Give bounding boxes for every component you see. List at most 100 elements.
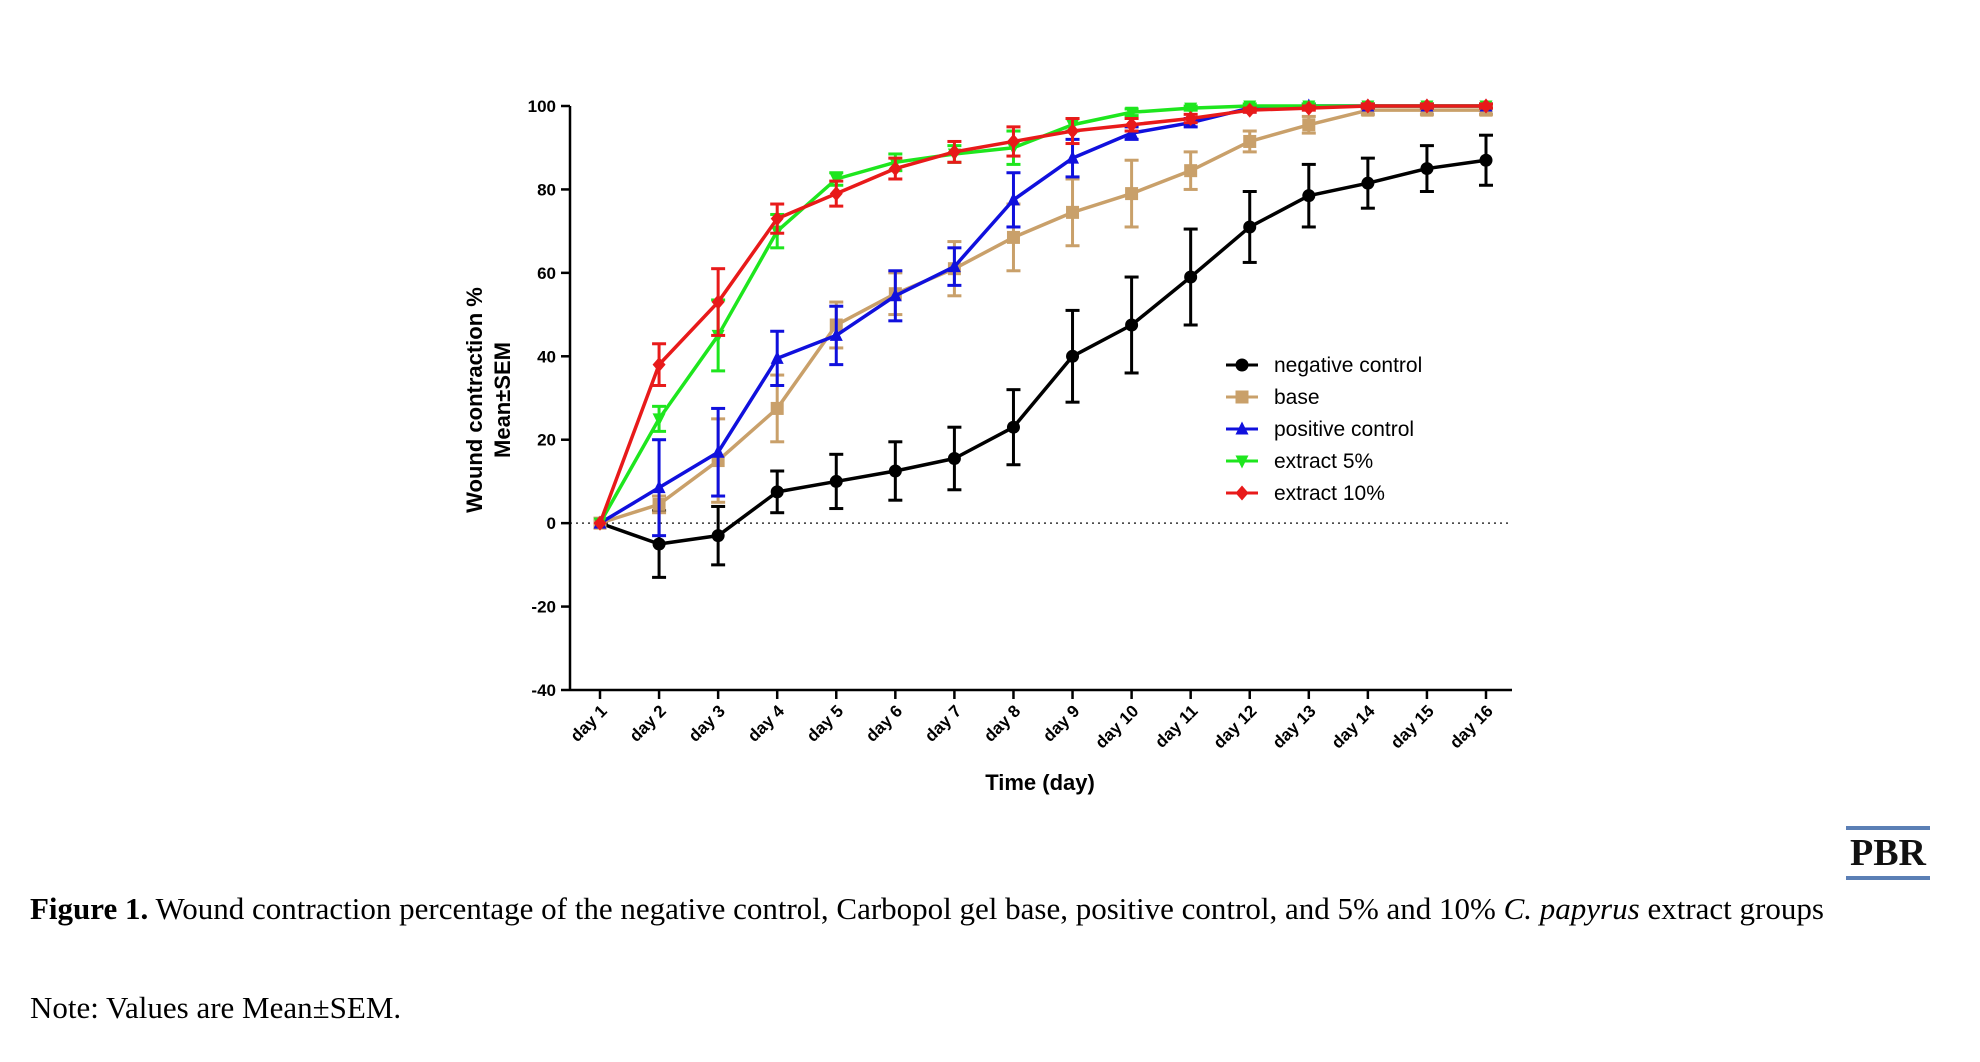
figure-caption: Figure 1. Wound contraction percentage o…	[30, 886, 1930, 931]
data-point	[1066, 150, 1080, 164]
data-point	[1125, 117, 1139, 133]
y-tick-label: -40	[531, 681, 556, 700]
x-tick-label: day 1	[567, 701, 611, 745]
legend-marker	[1235, 485, 1249, 501]
y-tick-label: 80	[537, 180, 556, 199]
data-point	[770, 485, 784, 499]
data-point	[947, 259, 961, 273]
data-point	[1066, 205, 1080, 219]
caption-text: Wound contraction percentage of the nega…	[148, 891, 1504, 926]
series-negative-control	[593, 133, 1493, 579]
x-tick-label: day 8	[980, 701, 1024, 745]
data-point	[947, 144, 961, 160]
wound-contraction-chart: -40 -20 0 20 40 60 80 100 day 1 day 2 day 3 day 4 da…	[462, 97, 1512, 795]
x-tick-label: day 5	[803, 701, 847, 745]
x-tick-label: day 2	[626, 701, 670, 745]
data-point	[1361, 176, 1375, 190]
data-point	[770, 401, 784, 415]
data-point	[1066, 123, 1080, 139]
legend-label: extract 10%	[1274, 482, 1385, 505]
data-point	[1243, 134, 1257, 148]
y-axis-title: Wound contraction % Mean±SEM	[462, 287, 515, 513]
data-point	[593, 515, 607, 531]
x-tick-label: day 11	[1151, 701, 1201, 751]
figure-note: Note: Values are Mean±SEM.	[30, 990, 402, 1025]
data-point	[1479, 98, 1493, 114]
caption-species: C. papyrus	[1503, 891, 1640, 926]
legend-label: positive control	[1274, 418, 1414, 441]
data-point	[888, 161, 902, 177]
y-tick-label: 40	[537, 347, 556, 366]
x-tick-label: day 7	[921, 701, 965, 745]
legend-label: negative control	[1274, 354, 1422, 377]
x-tick-label: day 13	[1269, 701, 1320, 752]
data-point	[1302, 118, 1316, 132]
legend-marker	[1235, 421, 1249, 435]
data-point	[829, 186, 843, 202]
legend-marker	[1235, 455, 1249, 469]
series-line	[598, 104, 1486, 524]
legend-item: positive control	[1226, 418, 1414, 441]
data-point	[829, 474, 843, 488]
x-tick-label: day 4	[744, 701, 789, 746]
x-tick-label: day 3	[685, 701, 729, 745]
figure-label: Figure 1.	[30, 891, 149, 926]
y-tick-label: -20	[531, 598, 556, 617]
x-tick-label: day 6	[862, 701, 906, 745]
legend-marker	[1235, 358, 1249, 372]
x-tick-label: day 14	[1328, 701, 1379, 752]
data-point	[1125, 106, 1139, 120]
data-point	[1066, 349, 1080, 363]
data-point	[1243, 102, 1257, 118]
data-point	[1184, 164, 1198, 178]
x-tick-label: day 15	[1387, 701, 1438, 752]
x-tick-label: day 12	[1210, 701, 1261, 752]
data-point	[652, 357, 666, 373]
data-point	[1125, 318, 1139, 332]
legend-item: extract 5%	[1226, 450, 1373, 473]
data-point	[1184, 270, 1198, 284]
x-axis-title: Time (day)	[985, 770, 1095, 795]
data-point	[711, 294, 725, 310]
data-point	[1184, 102, 1198, 116]
chart-series	[593, 98, 1493, 579]
data-point	[888, 288, 902, 302]
x-tick-label: day 16	[1446, 701, 1497, 752]
data-point	[1361, 98, 1375, 114]
data-point	[1006, 192, 1020, 206]
data-point	[1006, 230, 1020, 244]
data-point	[1302, 189, 1316, 203]
data-point	[1420, 98, 1434, 114]
legend-item: negative control	[1226, 354, 1422, 377]
chart-legend: negative control base positive control extr…	[1226, 354, 1422, 505]
data-point	[1125, 187, 1139, 201]
data-point	[947, 451, 961, 465]
data-point	[888, 464, 902, 478]
legend-item: extract 10%	[1226, 482, 1385, 505]
series-line	[599, 158, 1487, 546]
y-tick-label: 60	[537, 264, 556, 283]
data-point	[1006, 420, 1020, 434]
data-point	[652, 413, 666, 427]
y-axis-title-line2: Mean±SEM	[490, 342, 515, 458]
data-point	[770, 211, 784, 227]
series-extract-10-	[593, 98, 1493, 531]
data-point	[652, 480, 666, 494]
data-point	[652, 537, 666, 551]
data-point	[1243, 220, 1257, 234]
data-point	[829, 327, 843, 341]
y-tick-label: 0	[547, 514, 556, 533]
data-point	[1479, 153, 1493, 167]
data-point	[770, 350, 784, 364]
x-tick-label: day 9	[1039, 701, 1083, 745]
y-tick-label: 100	[528, 97, 556, 116]
data-point	[711, 444, 725, 458]
data-point	[1420, 162, 1434, 176]
caption-text-end: extract groups	[1639, 891, 1824, 926]
legend-label: base	[1274, 386, 1320, 409]
data-point	[1006, 133, 1020, 149]
y-tick-label: 20	[537, 431, 556, 450]
data-point	[1302, 100, 1316, 116]
y-axis-title-line1: Wound contraction %	[462, 287, 487, 513]
legend-label: extract 5%	[1274, 450, 1373, 473]
